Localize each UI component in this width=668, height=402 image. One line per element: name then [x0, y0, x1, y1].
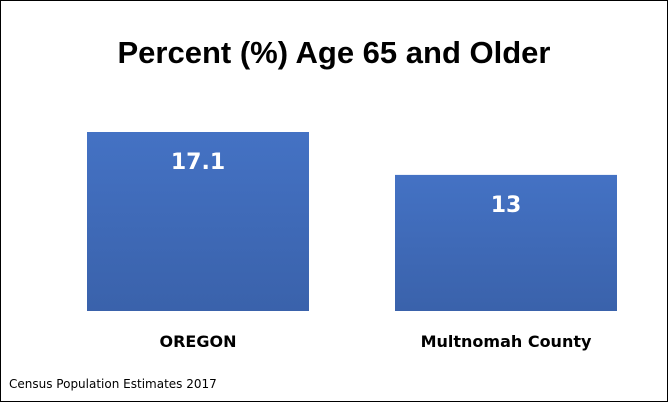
data-label: 17.1 [171, 150, 225, 175]
value-labels-layer: 17.1 13 [171, 150, 521, 218]
category-label: Multnomah County [421, 332, 592, 351]
data-label: 13 [491, 193, 522, 218]
chart-title: Percent (%) Age 65 and Older [117, 35, 551, 70]
bar-multnomah-county [395, 174, 617, 311]
source-footnote: Census Population Estimates 2017 [9, 377, 217, 391]
category-label: OREGON [160, 332, 237, 351]
category-labels-layer: OREGON Multnomah County [160, 332, 592, 351]
bar-oregon [87, 132, 309, 311]
bars-layer [87, 132, 617, 311]
